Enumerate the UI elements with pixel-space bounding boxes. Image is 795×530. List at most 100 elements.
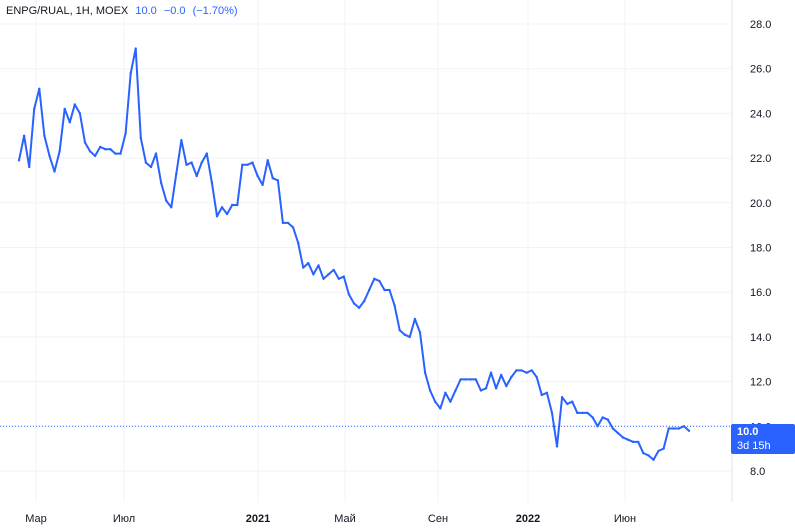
data-point xyxy=(418,331,422,334)
data-point xyxy=(236,203,239,207)
y-tick-label: 22.0 xyxy=(750,153,771,165)
data-point xyxy=(347,293,351,296)
data-point xyxy=(489,371,493,374)
data-point xyxy=(93,154,97,158)
data-point xyxy=(271,177,274,180)
data-point xyxy=(266,159,269,162)
y-tick-label: 14.0 xyxy=(750,332,771,344)
data-point xyxy=(616,431,620,435)
data-point xyxy=(434,400,437,403)
data-point xyxy=(149,165,153,169)
data-point xyxy=(373,277,376,280)
x-tick-label: 2022 xyxy=(516,513,540,525)
data-point xyxy=(225,212,229,216)
data-point xyxy=(190,161,193,164)
data-point xyxy=(637,440,640,444)
data-point xyxy=(606,418,609,421)
data-point xyxy=(530,369,533,372)
data-point xyxy=(601,416,604,419)
data-point xyxy=(195,174,198,178)
y-tick-label: 28.0 xyxy=(750,19,771,31)
data-point xyxy=(276,179,280,182)
data-point xyxy=(281,221,285,225)
last-price-tag: 10.0 3d 15h xyxy=(731,424,795,454)
data-point xyxy=(165,199,168,202)
data-point xyxy=(256,174,259,178)
data-point xyxy=(591,416,594,419)
data-point xyxy=(124,132,127,135)
data-point xyxy=(383,288,386,292)
data-point xyxy=(22,134,26,137)
data-point xyxy=(43,134,46,137)
x-axis: Мар Июл 2021 Май Сен 2022 Июн xyxy=(25,513,636,525)
data-point xyxy=(494,387,498,390)
data-point xyxy=(662,447,665,450)
y-tick-label: 26.0 xyxy=(750,64,771,76)
data-point xyxy=(596,425,599,428)
data-point xyxy=(393,304,396,307)
data-point xyxy=(28,165,31,169)
data-point xyxy=(408,335,411,339)
data-point xyxy=(545,391,549,394)
data-point xyxy=(459,378,462,381)
data-point xyxy=(540,393,543,397)
data-point xyxy=(479,389,483,392)
data-point xyxy=(642,451,645,455)
data-point xyxy=(428,389,432,392)
data-point xyxy=(159,181,163,184)
symbol-legend[interactable]: ENPG/RUAL, 1H, MOEX 10.0 −0.0 (−1.70%) xyxy=(6,5,238,17)
data-point xyxy=(500,373,503,377)
data-point xyxy=(58,150,61,153)
data-point xyxy=(352,302,356,305)
y-tick-label: 8.0 xyxy=(750,466,765,478)
data-point xyxy=(505,384,508,388)
price-tag-countdown: 3d 15h xyxy=(737,440,771,452)
data-point xyxy=(378,279,381,283)
data-point xyxy=(322,277,325,280)
data-point xyxy=(581,411,584,415)
x-tick-label: Июн xyxy=(614,513,636,525)
data-point xyxy=(484,387,488,390)
data-point xyxy=(317,264,320,267)
data-point xyxy=(241,163,244,166)
data-point xyxy=(647,454,650,457)
data-point xyxy=(63,107,66,111)
data-point xyxy=(363,299,366,303)
data-point xyxy=(677,427,680,430)
data-point xyxy=(246,163,249,166)
data-point xyxy=(566,402,569,406)
data-point xyxy=(555,445,559,448)
change-percent: (−1.70%) xyxy=(192,5,238,17)
y-tick-label: 24.0 xyxy=(750,108,771,120)
data-point xyxy=(200,161,203,164)
data-point xyxy=(297,241,300,245)
data-point xyxy=(109,148,112,151)
data-point xyxy=(33,107,36,111)
data-point xyxy=(444,391,447,394)
data-point xyxy=(667,427,670,430)
data-point xyxy=(261,183,264,187)
data-point xyxy=(180,139,183,142)
price-tag-value: 10.0 xyxy=(737,426,759,438)
y-tick-label: 20.0 xyxy=(750,198,771,210)
data-point xyxy=(129,72,132,75)
data-point xyxy=(38,87,41,91)
data-point xyxy=(368,288,371,292)
data-point xyxy=(210,181,214,184)
data-point xyxy=(144,161,148,164)
data-point xyxy=(423,371,427,374)
data-point xyxy=(672,427,675,430)
data-point xyxy=(48,154,51,158)
change-value: −0.0 xyxy=(163,5,186,17)
price-points xyxy=(17,47,691,461)
data-point xyxy=(510,375,513,379)
data-point xyxy=(520,369,523,372)
data-point xyxy=(78,112,82,115)
x-tick-label: Сен xyxy=(428,513,448,525)
data-point xyxy=(413,317,417,321)
symbol-label: ENPG/RUAL, 1H, MOEX xyxy=(6,5,129,17)
data-point xyxy=(611,427,615,430)
data-point xyxy=(525,371,528,374)
data-point xyxy=(515,369,518,372)
